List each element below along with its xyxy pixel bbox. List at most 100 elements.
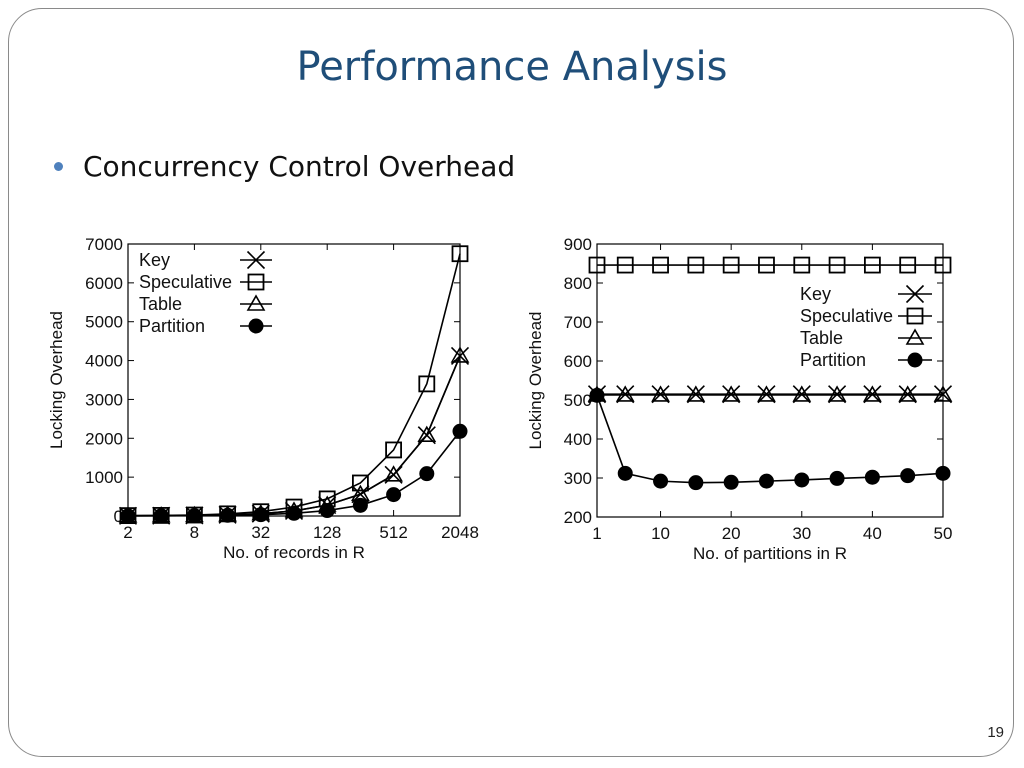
legend-marker-partition xyxy=(907,352,923,368)
data-point-partition xyxy=(688,475,704,491)
data-point-partition xyxy=(829,470,845,486)
data-point-speculative xyxy=(588,256,606,274)
data-point-partition xyxy=(120,508,136,524)
x-tick-label: 512 xyxy=(379,523,407,542)
y-tick-label: 1000 xyxy=(85,468,123,487)
data-point-table xyxy=(757,385,776,402)
data-point-key xyxy=(616,385,635,404)
y-tick-label: 6000 xyxy=(85,274,123,293)
y-tick-label: 600 xyxy=(564,352,592,371)
legend-label: Key xyxy=(800,284,831,304)
data-point-partition xyxy=(758,473,774,489)
bullet-dot-icon xyxy=(54,161,63,171)
legend-marker-key xyxy=(246,250,266,270)
data-point-partition xyxy=(419,466,435,482)
y-tick-label: 7000 xyxy=(85,235,123,254)
data-point-partition xyxy=(253,507,269,523)
legend-marker-speculative xyxy=(247,273,265,291)
y-axis-label: Locking Overhead xyxy=(47,311,66,449)
x-tick-label: 40 xyxy=(863,524,882,543)
bullet-text: Concurrency Control Overhead xyxy=(83,149,516,183)
x-tick-label: 32 xyxy=(251,523,270,542)
data-point-key xyxy=(651,385,670,404)
data-point-speculative xyxy=(899,256,917,274)
data-point-speculative xyxy=(934,256,952,274)
data-point-speculative xyxy=(616,256,634,274)
data-point-speculative xyxy=(863,256,881,274)
data-point-speculative xyxy=(687,256,705,274)
data-point-speculative xyxy=(385,441,403,459)
data-point-key xyxy=(792,385,811,404)
data-point-table xyxy=(384,465,403,482)
legend-marker-speculative xyxy=(906,307,924,325)
x-tick-label: 50 xyxy=(934,524,953,543)
y-tick-label: 500 xyxy=(564,391,592,410)
data-point-speculative xyxy=(418,375,436,393)
data-point-speculative xyxy=(793,256,811,274)
data-point-speculative xyxy=(722,256,740,274)
x-tick-label: 1 xyxy=(592,524,601,543)
data-point-table xyxy=(863,385,882,402)
data-point-partition xyxy=(186,508,202,524)
data-point-table xyxy=(686,385,706,402)
data-point-speculative xyxy=(828,256,846,274)
legend-label: Key xyxy=(139,250,170,270)
data-point-speculative xyxy=(758,256,775,274)
data-point-partition xyxy=(935,465,951,481)
y-tick-label: 5000 xyxy=(85,313,123,332)
bullet-item: Concurrency Control Overhead xyxy=(54,146,515,186)
page-number: 19 xyxy=(987,724,1004,741)
legend-label: Table xyxy=(139,294,182,314)
data-point-table xyxy=(792,385,812,402)
legend-label: Partition xyxy=(139,316,205,336)
legend-label: Table xyxy=(800,328,843,348)
data-point-table xyxy=(417,425,437,442)
legend-marker-table xyxy=(905,328,925,345)
y-tick-label: 300 xyxy=(564,469,592,488)
y-tick-label: 2000 xyxy=(85,429,123,448)
data-point-partition xyxy=(286,505,302,521)
data-point-key xyxy=(722,385,741,404)
y-tick-label: 800 xyxy=(564,274,592,293)
x-tick-label: 30 xyxy=(792,524,811,543)
x-tick-label: 8 xyxy=(190,523,199,542)
data-point-partition xyxy=(319,503,335,519)
series-line-partition xyxy=(596,395,944,484)
y-tick-label: 4000 xyxy=(85,352,123,371)
data-point-table xyxy=(898,385,918,402)
legend-label: Partition xyxy=(800,350,866,370)
data-point-partition xyxy=(900,468,916,484)
data-point-key xyxy=(828,385,847,404)
data-point-table xyxy=(827,385,847,402)
slide-title: Performance Analysis xyxy=(296,44,728,90)
y-tick-label: 0 xyxy=(114,507,123,526)
data-point-speculative xyxy=(652,256,669,274)
data-point-table xyxy=(615,385,635,402)
x-axis-label: No. of partitions in R xyxy=(693,544,847,563)
data-point-partition xyxy=(153,508,169,524)
plot-frame xyxy=(596,243,944,518)
x-axis-label: No. of records in R xyxy=(223,543,365,562)
legend-marker-partition xyxy=(248,318,264,334)
data-point-table xyxy=(651,385,670,402)
x-tick-label: 10 xyxy=(651,524,670,543)
data-point-key xyxy=(863,385,882,404)
data-point-table xyxy=(933,385,953,402)
y-tick-label: 200 xyxy=(564,508,592,527)
legend-label: Speculative xyxy=(139,272,232,292)
y-tick-label: 900 xyxy=(564,235,592,254)
y-axis-label: Locking Overhead xyxy=(526,312,545,450)
data-point-key xyxy=(898,385,917,404)
data-point-partition xyxy=(864,469,880,485)
x-tick-label: 2048 xyxy=(441,523,479,542)
x-tick-label: 20 xyxy=(722,524,741,543)
y-tick-label: 700 xyxy=(564,313,592,332)
data-point-key xyxy=(757,385,776,404)
data-point-partition xyxy=(794,472,810,488)
y-tick-label: 400 xyxy=(564,430,592,449)
data-point-key xyxy=(686,385,705,404)
y-tick-label: 3000 xyxy=(85,390,123,409)
data-point-partition xyxy=(386,487,402,503)
